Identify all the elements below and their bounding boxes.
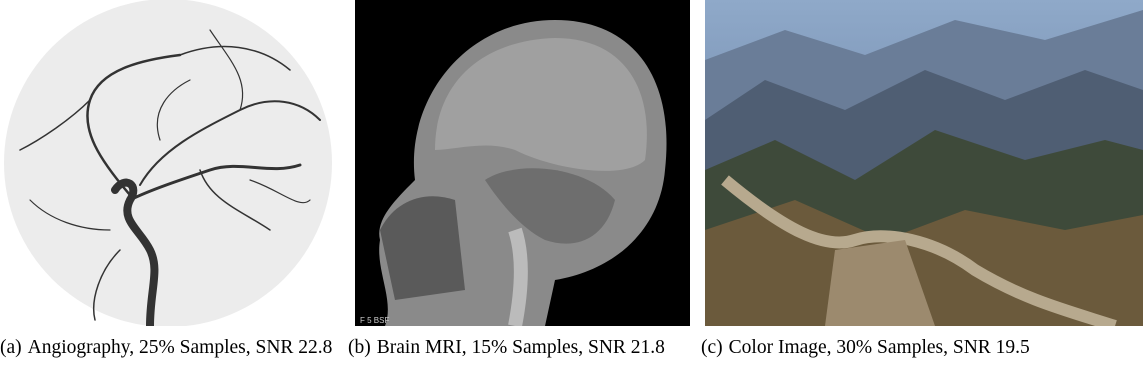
caption-text: Angiography, 25% Samples, SNR 22.8 bbox=[28, 337, 333, 358]
caption-label: (b) bbox=[348, 337, 371, 358]
image-overlay-text: F 5 BSF bbox=[360, 316, 389, 325]
caption-text: Brain MRI, 15% Samples, SNR 21.8 bbox=[377, 337, 665, 358]
caption-label: (a) bbox=[0, 337, 22, 358]
caption-c: (c) Color Image, 30% Samples, SNR 19.5 bbox=[701, 333, 1143, 363]
brain-mri-image bbox=[355, 0, 690, 326]
caption-label: (c) bbox=[701, 337, 723, 358]
caption-a: (a) Angiography, 25% Samples, SNR 22.8 bbox=[0, 333, 340, 363]
caption-b: (b) Brain MRI, 15% Samples, SNR 21.8 bbox=[348, 333, 693, 363]
caption-text: Color Image, 30% Samples, SNR 19.5 bbox=[729, 337, 1030, 358]
figure-page: F 5 BSF (a) Angiography, 25% Samples, SNR… bbox=[0, 0, 1143, 392]
angiography-image bbox=[0, 0, 337, 326]
color-landscape-image bbox=[705, 0, 1143, 326]
